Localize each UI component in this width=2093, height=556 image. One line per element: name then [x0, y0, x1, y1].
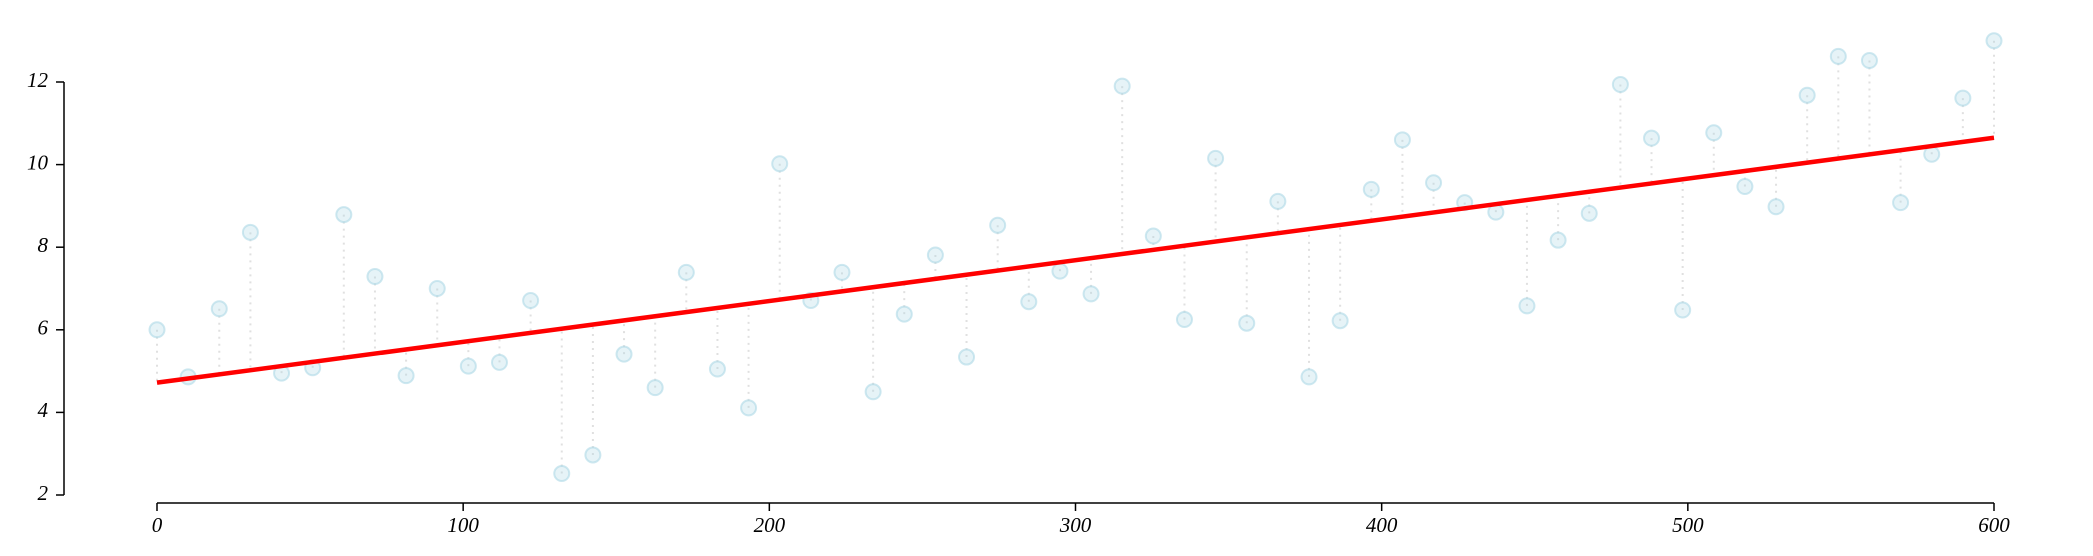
- scatter-point: [864, 383, 882, 401]
- scatter-point: [1736, 177, 1754, 195]
- y-tick-label: 10: [27, 150, 49, 174]
- scatter-point: [1611, 75, 1629, 93]
- fit-line: [156, 135, 1995, 385]
- scatter-point: [740, 399, 758, 417]
- x-tick-label: 100: [447, 513, 479, 537]
- scatter-point: [1829, 47, 1847, 65]
- scatter-point: [1051, 262, 1069, 280]
- scatter-point: [1144, 227, 1162, 245]
- scatter-point: [1269, 192, 1287, 210]
- x-tick-label: 0: [152, 513, 163, 537]
- scatter-point: [1549, 231, 1567, 249]
- y-tick-label: 12: [27, 68, 49, 92]
- scatter-point: [1238, 314, 1256, 332]
- y-tick-label: 6: [38, 316, 49, 340]
- scatter-point: [522, 291, 540, 309]
- scatter-point: [428, 280, 446, 297]
- scatter-point: [397, 367, 415, 385]
- scatter-point: [1985, 32, 2003, 50]
- scatter-point: [1954, 89, 1972, 107]
- scatter-point: [1767, 198, 1785, 216]
- scatter-point: [1300, 368, 1318, 386]
- scatter-point: [1798, 86, 1816, 104]
- scatter-point: [366, 268, 384, 286]
- scatter-point: [1860, 52, 1878, 70]
- scatter-point: [615, 345, 633, 363]
- x-tick-label: 300: [1059, 513, 1092, 537]
- scatter-point: [926, 246, 944, 264]
- y-tick-label: 2: [38, 481, 49, 505]
- scatter-point: [1113, 77, 1131, 95]
- scatter-point: [677, 263, 695, 281]
- scatter-point: [989, 216, 1007, 234]
- scatter-point: [241, 223, 259, 241]
- scatter-point: [1580, 204, 1598, 222]
- scatter-point: [771, 155, 789, 173]
- scatter-point: [584, 446, 602, 464]
- scatter-point: [1362, 180, 1380, 198]
- scatter-point: [895, 305, 913, 323]
- scatter-point: [1393, 131, 1411, 149]
- scatter-point: [1518, 297, 1536, 315]
- x-tick-label: 200: [754, 513, 786, 537]
- scatter-point: [1892, 194, 1910, 212]
- scatter-point: [708, 360, 726, 378]
- scatter-point: [1020, 293, 1038, 311]
- scatter-point: [646, 379, 664, 397]
- scatter-point: [1425, 174, 1443, 192]
- scatter-point: [1643, 129, 1661, 147]
- scatter-point: [833, 263, 851, 281]
- scatter-point: [459, 357, 477, 375]
- scatter-point: [1175, 310, 1193, 328]
- scatter-point: [148, 321, 166, 339]
- x-tick-label: 400: [1366, 513, 1398, 537]
- x-tick-label: 500: [1672, 513, 1704, 537]
- scatter-point: [1705, 124, 1723, 142]
- scatter-point: [1082, 285, 1100, 303]
- scatter-point: [335, 206, 353, 224]
- scatter-point: [553, 465, 571, 483]
- x-tick-label: 600: [1978, 513, 2010, 537]
- scatter-point: [490, 353, 508, 371]
- scatter-point: [1331, 312, 1349, 330]
- scatter-point: [1207, 149, 1225, 167]
- y-tick-label: 4: [38, 398, 49, 422]
- scatter-point: [210, 300, 228, 318]
- y-tick-label: 8: [38, 233, 49, 257]
- scatter-point: [1674, 301, 1692, 319]
- scatter-point: [958, 348, 976, 366]
